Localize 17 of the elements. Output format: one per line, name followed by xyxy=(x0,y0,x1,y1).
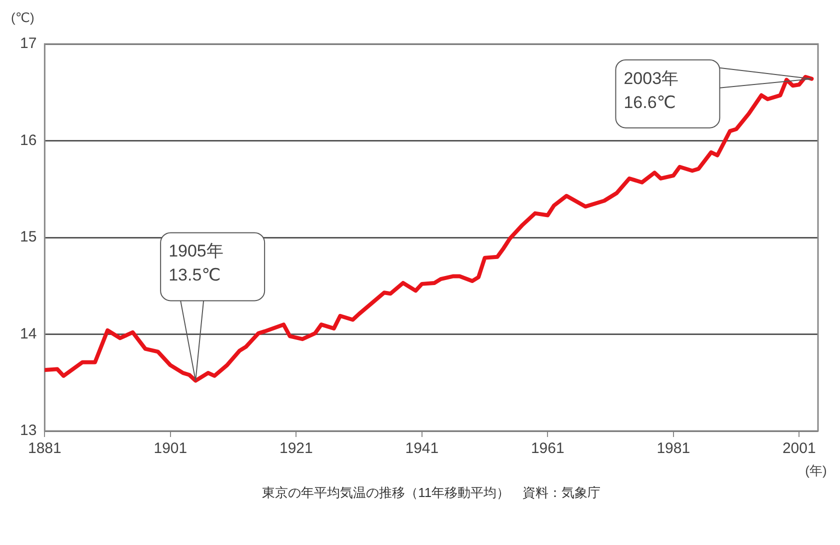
x-tick-label: 1881 xyxy=(28,440,62,458)
x-tick-label: 2001 xyxy=(782,440,816,458)
y-axis-title: (℃) xyxy=(11,10,34,25)
x-tick-label: 1921 xyxy=(279,440,313,458)
text: 東京の年平均気温の推移（11年移動平均） 資料：気象庁 xyxy=(262,485,601,500)
x-axis-title: (年) xyxy=(805,463,827,478)
y-tick-label: 14 xyxy=(20,325,37,342)
y-tick-label: 16 xyxy=(20,132,37,149)
annotation: 1905年 13.5℃ xyxy=(168,242,224,285)
y-tick-label: 15 xyxy=(20,228,37,246)
y-tick-label: 13 xyxy=(20,422,37,440)
x-tick-label: 1941 xyxy=(405,440,439,458)
x-tick-label: 1901 xyxy=(154,440,188,458)
y-tick-label: 17 xyxy=(20,35,37,52)
x-tick-label: 1961 xyxy=(530,440,564,458)
x-tick-label: 1981 xyxy=(656,440,690,458)
annotation: 2003年 16.6℃ xyxy=(624,68,679,112)
